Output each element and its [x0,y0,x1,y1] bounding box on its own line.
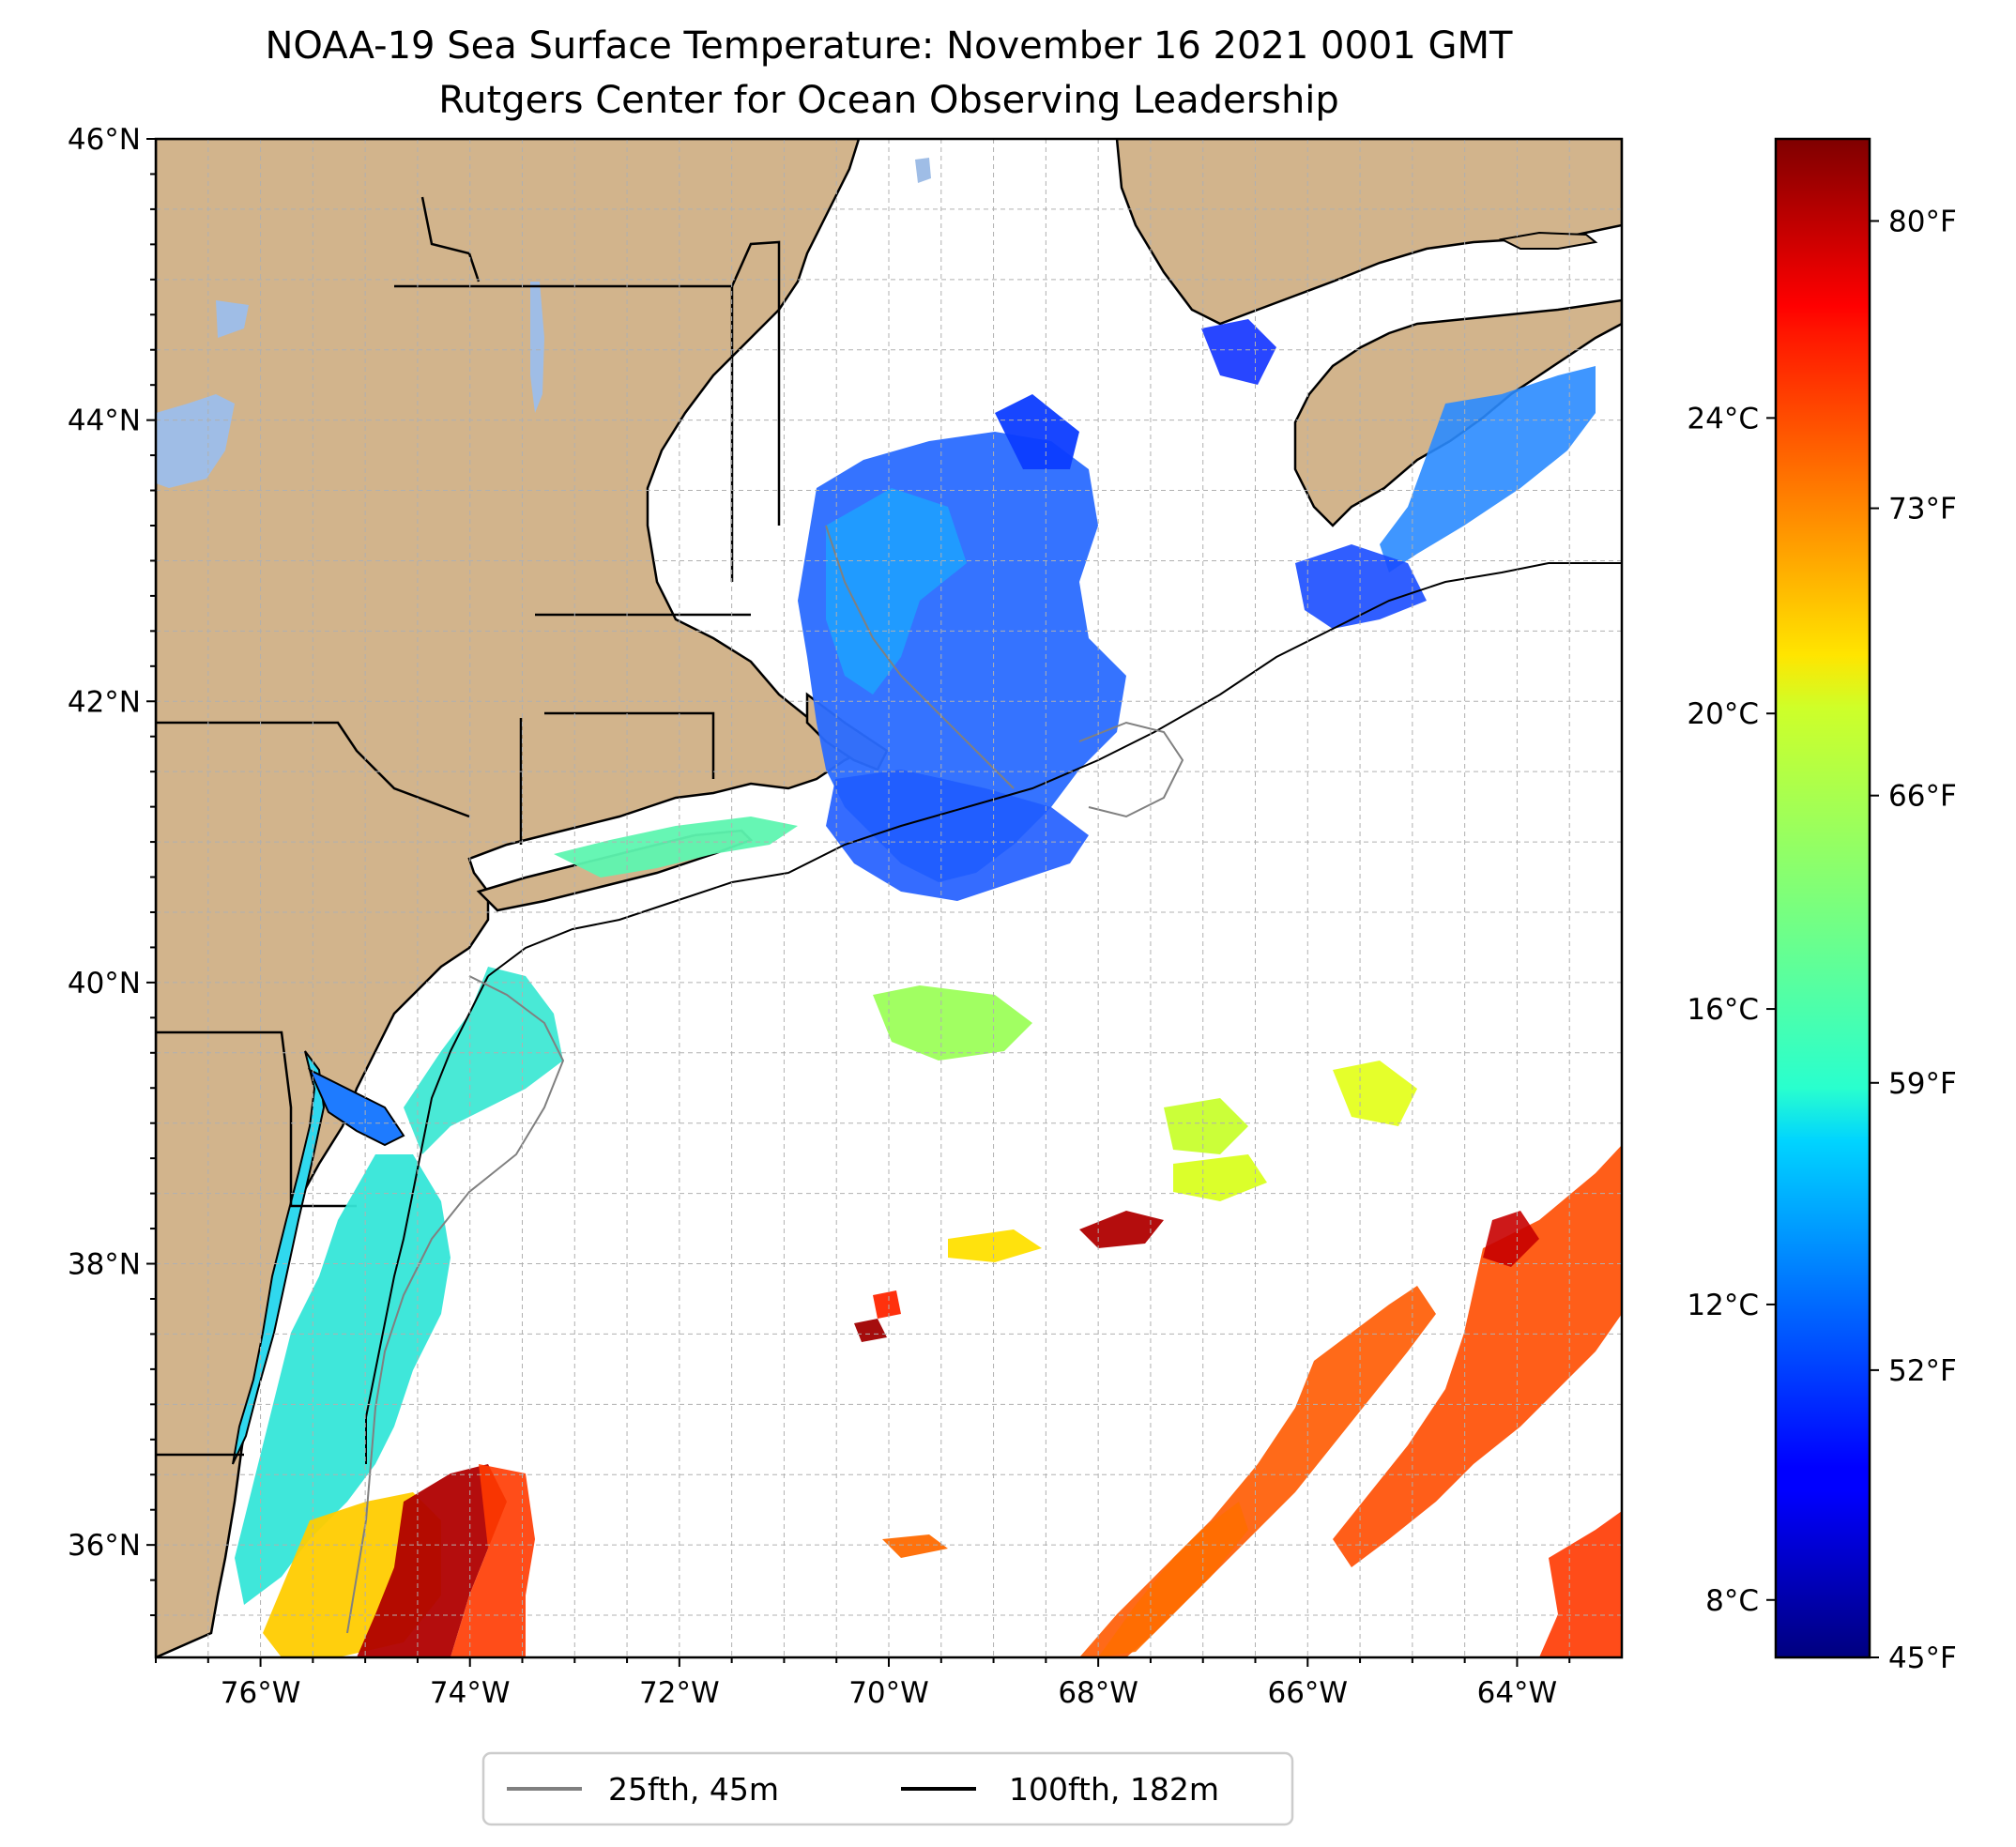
lat-tick-label: 40°N [68,967,141,1000]
lon-tick-label: 74°W [430,1676,511,1710]
isobath-25fth [346,525,1184,1634]
sst-scotian-shelf-2 [1295,544,1427,629]
colorbar-c-tick-label: 12°C [1687,1289,1759,1322]
latitude-axis: 46°N 44°N 42°N 40°N 38°N 36°N [68,123,156,1617]
lat-tick-label: 38°N [68,1248,141,1282]
colorbar-f-tick-label: 59°F [1888,1067,1957,1101]
lat-tick-label: 44°N [68,405,141,438]
colorbar-fahrenheit-ticks: 80°F 73°F 66°F 59°F 52°F 45°F [1870,205,1957,1675]
legend-label-25fth: 25fth, 45m [608,1771,779,1808]
sst-offshore-green-1 [873,985,1032,1061]
land-pei [1498,231,1598,250]
lon-tick-label: 66°W [1267,1676,1348,1710]
sst-offshore-red-1 [1079,1211,1164,1248]
sst-gulf-stream-core [357,1464,507,1657]
sst-warm-band-3 [1098,1502,1248,1657]
colorbar-c-tick-label: 20°C [1687,697,1759,731]
sst-georges [826,770,1089,901]
map-area [156,139,1622,1657]
lake-small-2 [915,158,931,183]
sst-patches [235,319,1622,1657]
sst-maine-coast [995,394,1079,469]
lat-tick-label: 42°N [68,685,141,719]
lon-tick-label: 76°W [221,1676,301,1710]
colorbar: 80°F 73°F 66°F 59°F 52°F 45°F 24°C 20°C 16°C 12°… [1687,137,1957,1675]
delaware-bay [307,1067,405,1147]
sst-warm-band-4 [1539,1511,1622,1657]
sst-offshore-green-2 [1164,1098,1248,1154]
colorbar-f-tick-label: 66°F [1888,780,1957,814]
lon-tick-label: 64°W [1477,1676,1558,1710]
lake-champlain [530,282,544,413]
colorbar-gradient [1774,137,1871,1659]
sst-scotian-shelf [1380,366,1596,572]
title-line-2: Rutgers Center for Ocean Observing Leade… [438,79,1339,122]
colorbar-f-tick-label: 45°F [1888,1641,1957,1675]
sst-offshore-orange-1 [882,1534,948,1558]
colorbar-f-tick-label: 80°F [1888,205,1957,238]
colorbar-c-tick-label: 8°C [1705,1584,1759,1618]
sst-offshore-red-2 [873,1290,901,1319]
lon-tick-label: 72°W [639,1676,720,1710]
isobath-100fth [365,562,1622,1464]
colorbar-f-tick-label: 52°F [1888,1354,1957,1388]
sst-warm-band-core [1483,1211,1539,1267]
colorbar-f-tick-label: 73°F [1888,493,1957,527]
legend-label-100fth: 100fth, 182m [1009,1771,1219,1808]
chesapeake-bay [232,1050,326,1465]
colorbar-c-tick-label: 24°C [1687,402,1759,435]
colorbar-c-tick-label: 16°C [1687,993,1759,1027]
sst-bay-fundy [1201,319,1276,385]
lat-tick-label: 46°N [68,123,141,157]
sst-offshore-yellow-1 [1333,1061,1417,1126]
land-canada-north [1115,139,1622,326]
colorbar-celsius-ticks: 24°C 20°C 16°C 12°C 8°C [1687,402,1776,1618]
sst-offshore-yellow-2 [1173,1154,1267,1201]
lake-small-1 [216,300,249,338]
legend-box [481,1751,1294,1826]
sst-offshore-yellow-3 [948,1229,1042,1262]
sst-new-jersey-shelf [404,967,563,1154]
sst-offshore-red-3 [854,1319,887,1342]
sst-mab-north [554,817,798,878]
lon-tick-label: 68°W [1058,1676,1138,1710]
sst-warm-band-1 [1333,1145,1622,1567]
lat-tick-label: 36°N [68,1529,141,1563]
title-line-1: NOAA-19 Sea Surface Temperature: Novembe… [266,24,1514,68]
sst-gulf-maine-light [826,488,967,695]
legend: 25fth, 45m 100fth, 182m [481,1751,1294,1826]
lon-tick-label: 70°W [848,1676,929,1710]
lake-ontario [156,394,235,488]
longitude-axis: 76°W 74°W 72°W 70°W 68°W 66°W 64°W [155,1657,1571,1710]
sst-gulf-stream-edge [451,1464,535,1657]
